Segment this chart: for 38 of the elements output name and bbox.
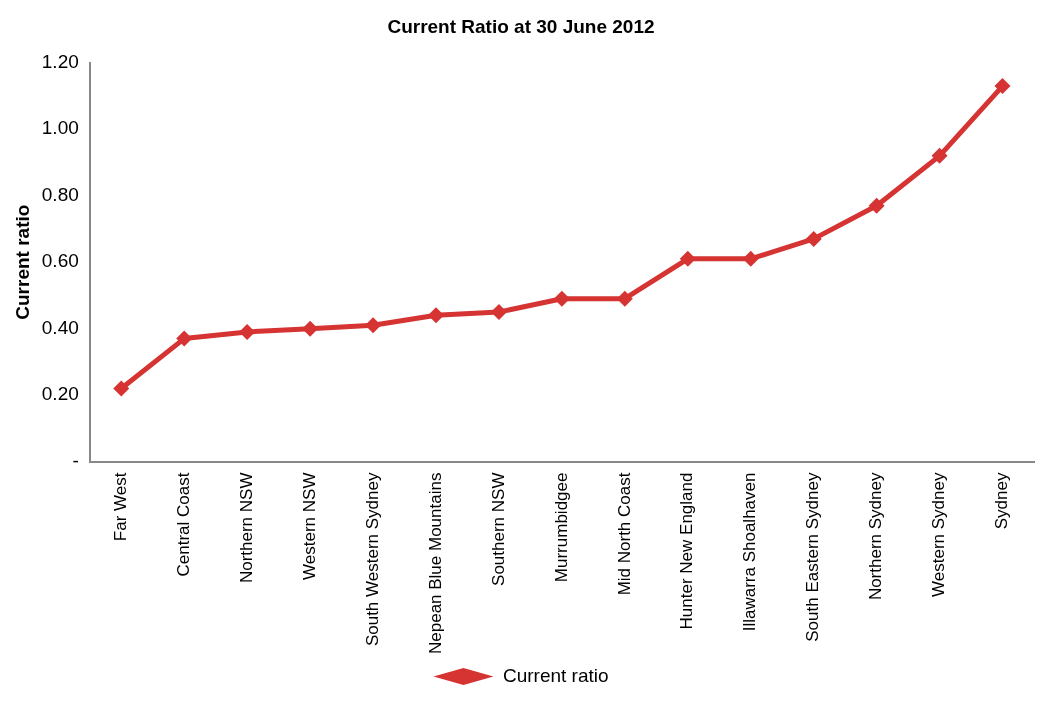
- x-tick-label: Nepean Blue Mountains: [425, 472, 445, 655]
- x-tick-label: Far West: [110, 472, 130, 542]
- x-tick-label: South Western Sydney: [362, 472, 382, 647]
- y-tick-label: 0.20: [41, 383, 79, 405]
- x-tick-label: Southern NSW: [488, 472, 508, 586]
- chart-title: Current Ratio at 30 June 2012: [387, 15, 655, 37]
- x-tick-label: Northern NSW: [236, 472, 256, 584]
- y-axis-title: Current ratio: [11, 204, 33, 320]
- y-tick-label: 0.40: [41, 316, 79, 338]
- x-tick-label: Sydney: [992, 472, 1012, 530]
- y-tick-label: 0.80: [41, 183, 79, 205]
- point: [742, 250, 759, 267]
- point: [994, 78, 1011, 95]
- y-tick-label: -: [72, 449, 79, 471]
- x-tick-label: Mid North Coast: [614, 472, 634, 596]
- point: [427, 307, 444, 324]
- point: [113, 380, 130, 397]
- x-tick-label: Western Sydney: [929, 472, 949, 597]
- point: [931, 147, 948, 164]
- point: [176, 330, 193, 347]
- y-tick-label: 1.20: [41, 51, 79, 73]
- point: [365, 317, 382, 334]
- x-tick-label: Hunter New England: [677, 472, 697, 630]
- x-tick-label: South Eastern Sydney: [803, 472, 823, 642]
- point: [616, 290, 633, 307]
- point: [868, 197, 885, 214]
- point: [805, 230, 822, 247]
- point: [553, 290, 570, 307]
- x-tick-label: Western NSW: [299, 472, 319, 580]
- x-tick-label: Illawarra Shoalhaven: [740, 472, 760, 632]
- point: [302, 320, 319, 337]
- y-tick-label: 1.00: [41, 117, 79, 139]
- x-tick-label: Central Coast: [173, 472, 193, 577]
- legend-label: Current ratio: [502, 664, 609, 686]
- y-tick-label: 0.60: [41, 250, 79, 272]
- point: [679, 250, 696, 267]
- x-tick-label: Murrumbidgee: [551, 472, 571, 583]
- x-tick-label: Northern Sydney: [866, 472, 886, 601]
